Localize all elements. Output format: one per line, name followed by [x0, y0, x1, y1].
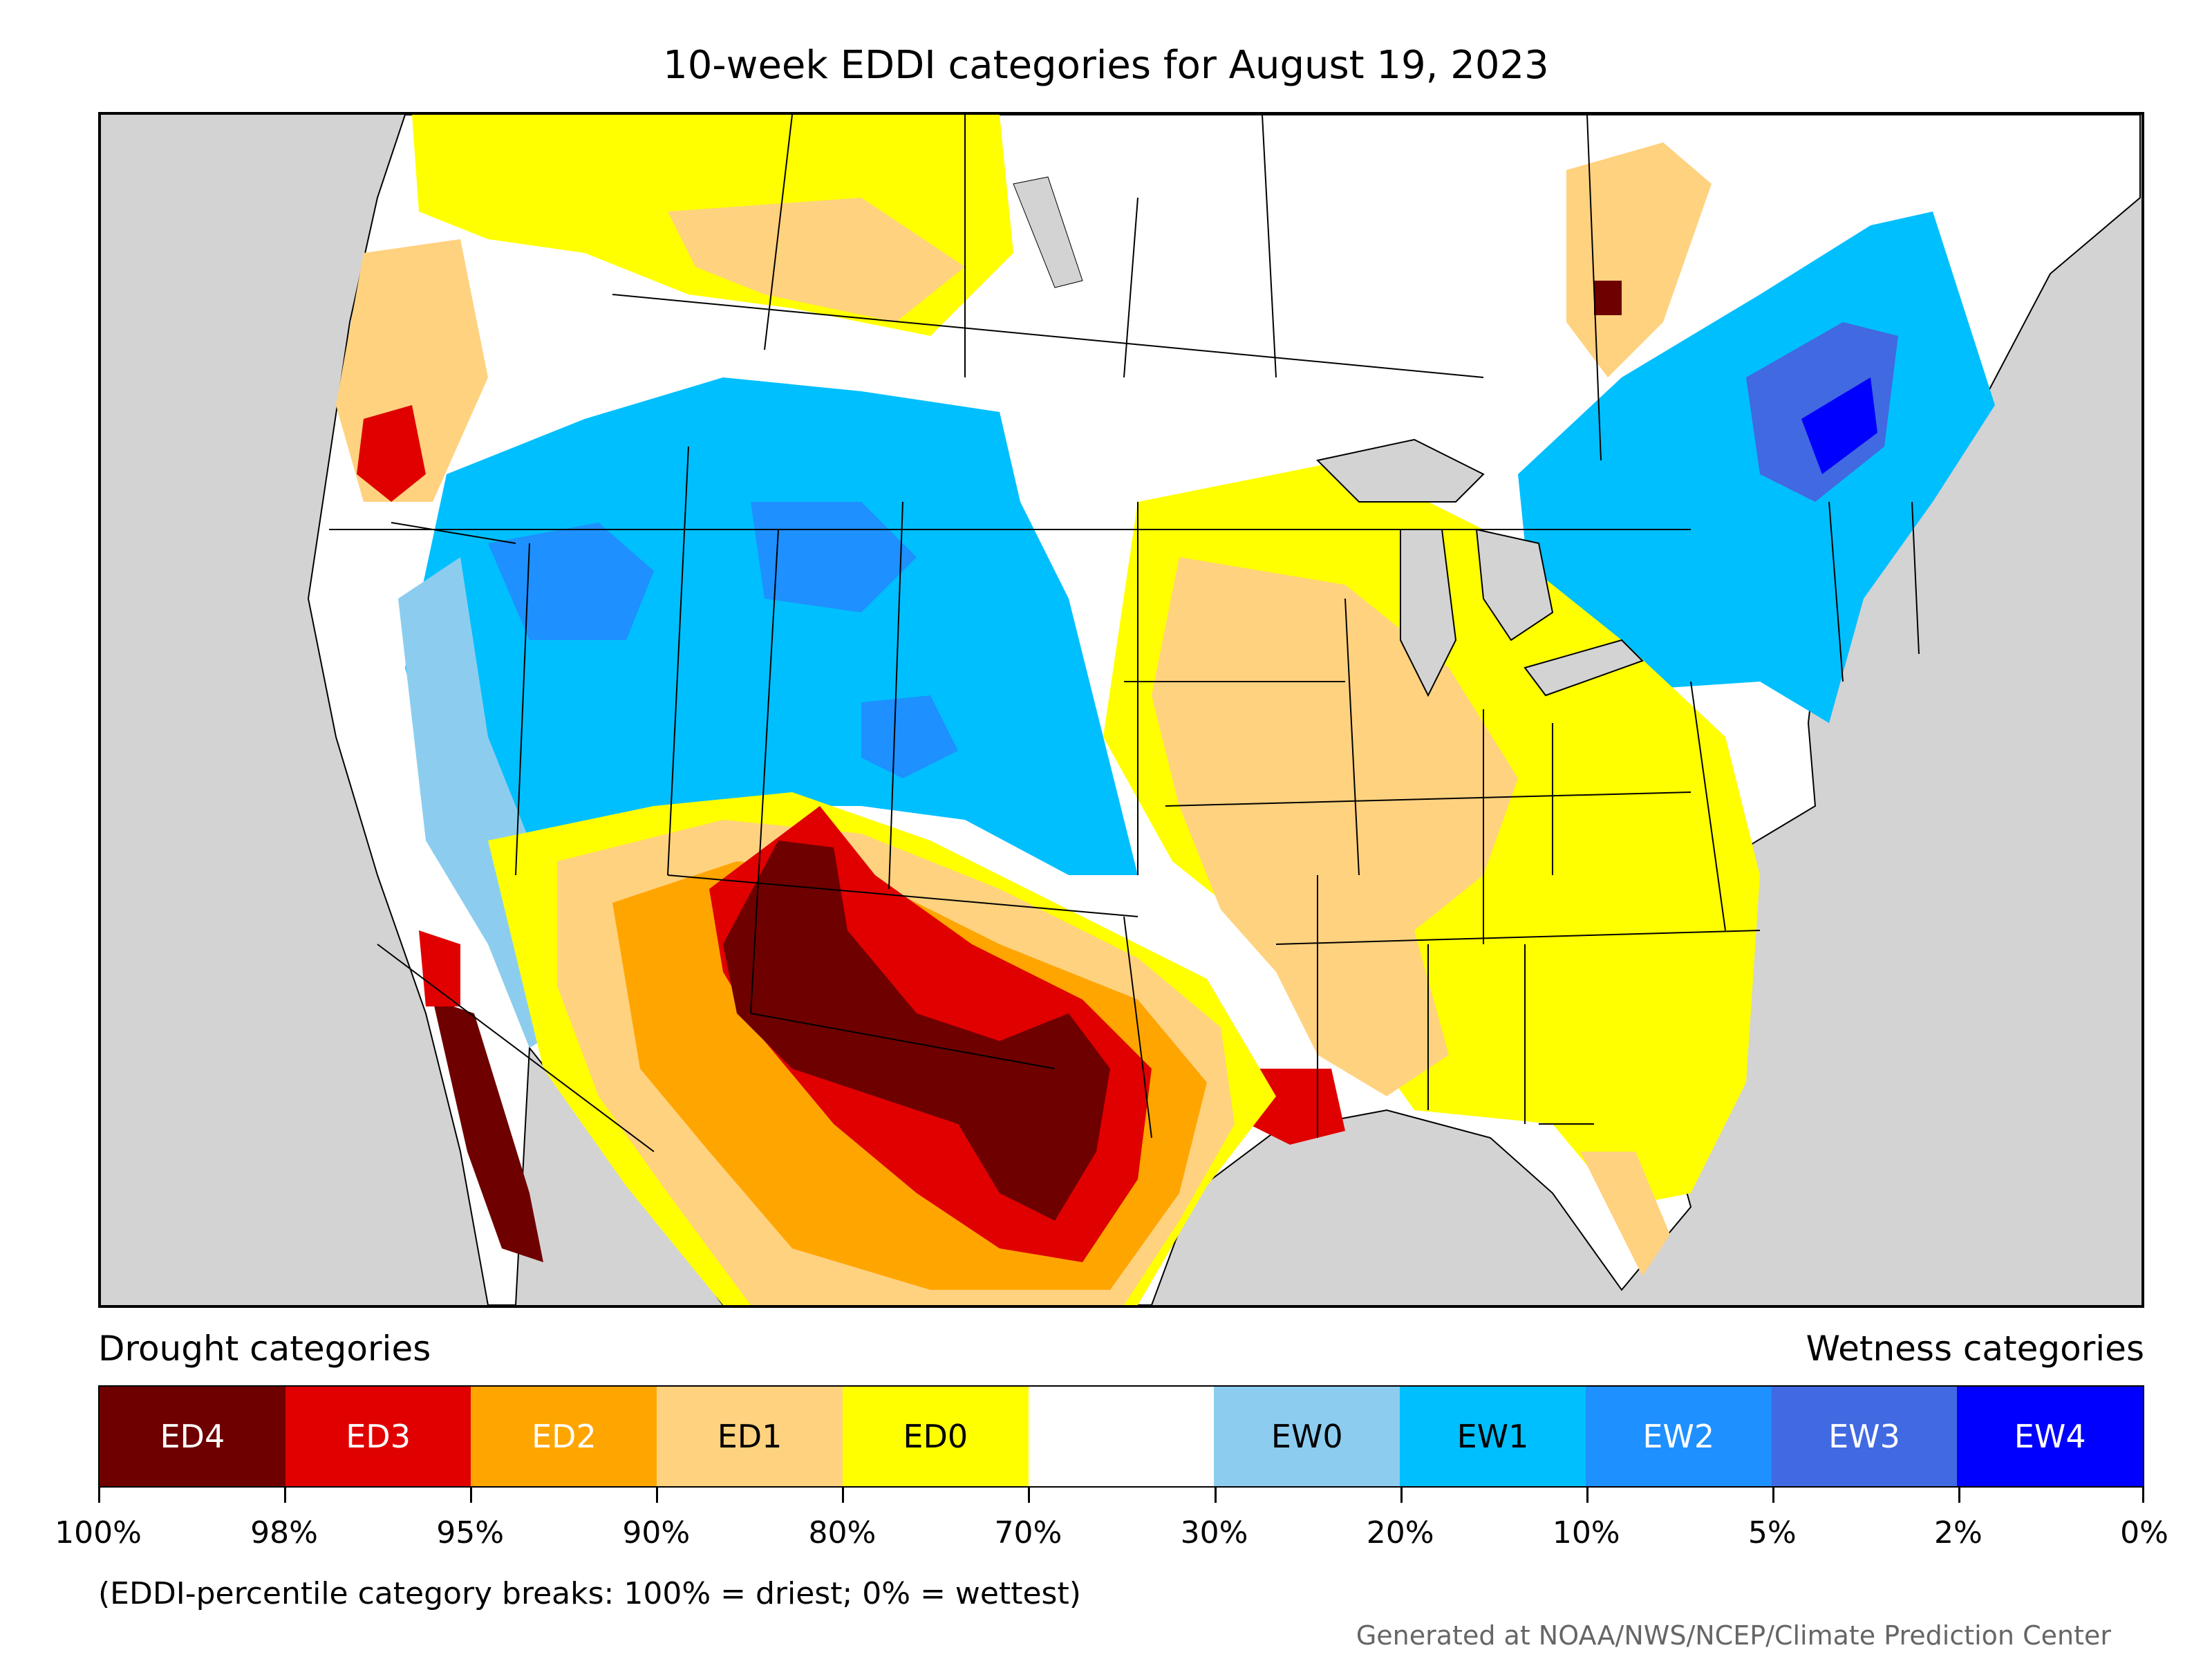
map-canvas	[307, 115, 2141, 1305]
colorbar-tick	[1214, 1488, 1217, 1503]
colorbar-segment-ed4: ED4	[100, 1387, 285, 1486]
colorbar-tick-label: 5%	[1747, 1515, 1797, 1550]
drought-baja-ed3	[419, 930, 460, 1006]
drought-fl-ed1	[1580, 1152, 1670, 1276]
drought-sw-ed4	[723, 841, 1110, 1221]
colorbar-tick	[1586, 1488, 1588, 1503]
credit-line: Generated at NOAA/NWS/NCEP/Climate Predi…	[1356, 1620, 2111, 1651]
lake-superior	[1315, 438, 1485, 503]
colorbar-tick-label: 0%	[2120, 1515, 2168, 1550]
colorbar-tick-label: 70%	[994, 1515, 1062, 1550]
drought-pnw-ed3	[357, 405, 426, 502]
political-boundaries	[329, 115, 1920, 1152]
map-title: 10-week EDDI categories for August 19, 2…	[663, 43, 1549, 88]
drought-categories-heading: Drought categories	[98, 1329, 431, 1369]
wetness-categories-heading: Wetness categories	[1806, 1329, 2144, 1369]
colorbar-segment-ew3: EW3	[1771, 1387, 1958, 1486]
lake-erie	[1524, 639, 1644, 697]
colorbar-tick	[1772, 1488, 1774, 1503]
colorbar-tick	[842, 1488, 845, 1503]
drought-quebec-ed4	[1594, 281, 1622, 315]
colorbar-tick-label: 10%	[1552, 1515, 1620, 1550]
colorbar-segment-ed1: ED1	[657, 1387, 843, 1486]
colorbar-tick-label: 30%	[1180, 1515, 1248, 1550]
colorbar-segment-ed0: ED0	[842, 1387, 1029, 1486]
colorbar-tick-label: 90%	[622, 1515, 691, 1550]
category-breaks-note: (EDDI-percentile category breaks: 100% =…	[98, 1576, 1081, 1611]
colorbar-tick-label: 95%	[436, 1515, 505, 1550]
colorbar-tick-label: 20%	[1366, 1515, 1434, 1550]
colorbar-segment-ew4: EW4	[1957, 1387, 2144, 1486]
colorbar-tick	[1400, 1488, 1403, 1503]
colorbar-tick-label: 2%	[1934, 1515, 1983, 1550]
wet-region-co-ew2	[861, 695, 958, 778]
drought-quebec-ed1	[1566, 142, 1712, 377]
lake-winnipeg	[1013, 176, 1083, 288]
colorbar-tick-label: 100%	[55, 1515, 142, 1550]
colorbar-tick	[470, 1488, 473, 1503]
category-colorbar: ED4 ED3 ED2 ED1 ED0 EW0 EW1 EW2 EW3 EW4	[98, 1385, 2144, 1488]
drought-baja-ed4	[433, 1000, 543, 1262]
colorbar-tick-label: 80%	[808, 1515, 877, 1550]
wet-region-ne-core	[1801, 377, 1877, 474]
colorbar-segment-ed2: ED2	[471, 1387, 657, 1486]
colorbar-segment-ew2: EW2	[1585, 1387, 1772, 1486]
eddi-map	[98, 112, 2144, 1308]
drought-north-ed1	[668, 198, 965, 322]
colorbar-segment-ed3: ED3	[285, 1387, 471, 1486]
colorbar-tick	[98, 1488, 100, 1503]
colorbar-tick	[2142, 1488, 2144, 1503]
colorbar-tick-label: 98%	[250, 1515, 318, 1550]
colorbar-segment-normal	[1028, 1387, 1215, 1486]
colorbar-tick	[656, 1488, 659, 1503]
colorbar-tick	[1028, 1488, 1031, 1503]
colorbar-tick	[284, 1488, 287, 1503]
colorbar-segment-ew0: EW0	[1214, 1387, 1400, 1486]
lake-huron	[1475, 528, 1554, 641]
colorbar-segment-ew1: EW1	[1400, 1387, 1586, 1486]
colorbar-tick	[1958, 1488, 1960, 1503]
colorbar-ticks	[98, 1488, 2144, 1504]
